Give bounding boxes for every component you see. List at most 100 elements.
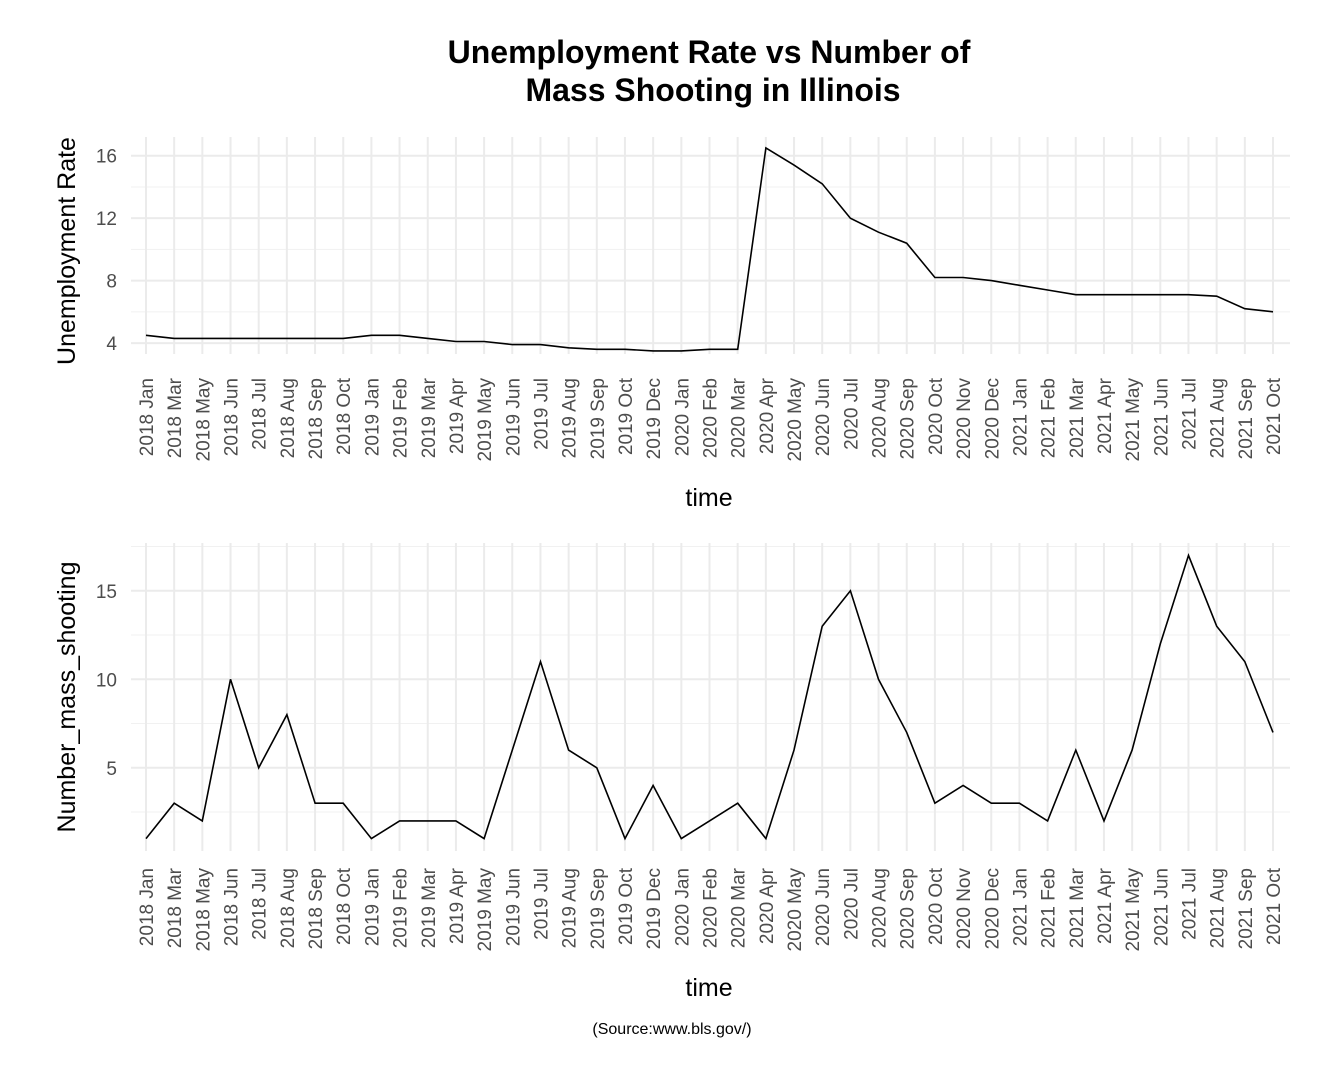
mass-shooting-x-tick-label: 2019 Oct xyxy=(616,867,637,945)
unemployment-x-tick-label: 2019 Mar xyxy=(419,377,440,458)
unemployment-x-tick-label: 2020 Sep xyxy=(898,378,919,459)
unemployment-x-tick-label: 2021 Jun xyxy=(1151,378,1172,456)
mass-shooting-x-tick-label: 2019 Feb xyxy=(391,868,412,948)
unemployment-x-tick-label: 2021 Jan xyxy=(1010,378,1031,456)
mass-shooting-x-tick-label: 2020 May xyxy=(785,868,806,952)
mass-shooting-x-axis-title: time xyxy=(685,974,732,1002)
source-caption: (Source:www.bls.gov/) xyxy=(592,1021,751,1038)
unemployment-x-tick-label: 2019 Feb xyxy=(391,378,412,458)
unemployment-x-tick-label: 2021 May xyxy=(1123,378,1144,462)
unemployment-y-tick-label: 12 xyxy=(96,209,117,230)
unemployment-y-ticks: 4 8 12 16 xyxy=(96,147,118,355)
unemployment-x-tick-label: 2020 Feb xyxy=(701,378,722,458)
mass-shooting-x-tick-label: 2019 Jan xyxy=(362,868,383,946)
mass-shooting-x-tick-label: 2021 Feb xyxy=(1039,868,1060,948)
mass-shooting-x-tick-label: 2020 Mar xyxy=(729,867,750,948)
chart-title-line-1: Unemployment Rate vs Number of xyxy=(448,34,971,70)
mass-shooting-x-tick-label: 2019 Apr xyxy=(447,867,468,944)
unemployment-x-tick-label: 2018 May xyxy=(193,378,214,462)
mass-shooting-x-tick-label: 2019 Dec xyxy=(644,868,665,949)
mass-shooting-y-ticks: 5 10 15 xyxy=(96,582,117,780)
unemployment-x-tick-label: 2018 Jul xyxy=(250,378,271,450)
unemployment-x-tick-label: 2020 Oct xyxy=(926,377,947,455)
mass-shooting-x-tick-label: 2018 Aug xyxy=(278,868,299,948)
mass-shooting-x-ticks: 2018 Jan 2018 Mar 2018 May 2018 Jun 2018 Jul… xyxy=(137,867,1285,951)
unemployment-x-tick-label: 2019 Oct xyxy=(616,377,637,455)
unemployment-x-tick-label: 2019 Apr xyxy=(447,377,468,454)
unemployment-x-tick-label: 2021 Jul xyxy=(1180,378,1201,450)
unemployment-x-tick-label: 2020 Jan xyxy=(672,378,693,456)
mass-shooting-x-tick-label: 2021 Apr xyxy=(1095,867,1116,944)
mass-shooting-x-tick-label: 2018 Jan xyxy=(137,868,158,946)
mass-shooting-y-tick-label: 15 xyxy=(96,582,117,603)
unemployment-x-axis-title: time xyxy=(685,484,732,512)
unemployment-grid xyxy=(131,137,1290,354)
mass-shooting-x-tick-label: 2021 Jul xyxy=(1180,868,1201,940)
mass-shooting-x-tick-label: 2019 Sep xyxy=(588,868,609,949)
unemployment-x-tick-label: 2020 May xyxy=(785,378,806,462)
mass-shooting-x-tick-label: 2020 Dec xyxy=(982,868,1003,949)
mass-shooting-x-tick-label: 2018 Jul xyxy=(250,868,271,940)
unemployment-x-ticks: 2018 Jan 2018 Mar 2018 May 2018 Jun 2018 Jul… xyxy=(137,377,1285,461)
unemployment-x-tick-label: 2020 Jun xyxy=(813,378,834,456)
unemployment-x-tick-label: 2020 Apr xyxy=(757,377,778,454)
unemployment-x-tick-label: 2021 Sep xyxy=(1236,378,1257,459)
mass-shooting-x-tick-label: 2020 Sep xyxy=(898,868,919,949)
mass-shooting-x-tick-label: 2019 Jul xyxy=(532,868,553,940)
mass-shooting-x-tick-label: 2021 Oct xyxy=(1264,867,1285,945)
unemployment-x-tick-label: 2018 Sep xyxy=(306,378,327,459)
unemployment-x-tick-label: 2020 Mar xyxy=(729,377,750,458)
unemployment-x-tick-label: 2019 Jan xyxy=(362,378,383,456)
mass-shooting-line xyxy=(145,553,1274,841)
unemployment-x-tick-label: 2021 Aug xyxy=(1208,378,1229,458)
unemployment-x-tick-label: 2019 Aug xyxy=(560,378,581,458)
unemployment-x-tick-label: 2021 Mar xyxy=(1067,377,1088,458)
mass-shooting-x-tick-label: 2021 Sep xyxy=(1236,868,1257,949)
unemployment-x-tick-label: 2020 Dec xyxy=(982,378,1003,459)
unemployment-x-tick-label: 2021 Apr xyxy=(1095,377,1116,454)
mass-shooting-x-tick-label: 2019 Jun xyxy=(503,868,524,946)
unemployment-x-tick-label: 2018 Mar xyxy=(165,377,186,458)
mass-shooting-x-tick-label: 2020 Jun xyxy=(813,868,834,946)
mass-shooting-x-tick-label: 2020 Aug xyxy=(870,868,891,948)
unemployment-y-tick-label: 8 xyxy=(106,272,117,293)
mass-shooting-x-tick-label: 2021 Mar xyxy=(1067,867,1088,948)
mass-shooting-x-tick-label: 2018 May xyxy=(193,868,214,952)
mass-shooting-y-axis-title: Number_mass_shooting xyxy=(53,562,81,833)
mass-shooting-x-tick-label: 2019 Mar xyxy=(419,867,440,948)
mass-shooting-x-tick-label: 2021 May xyxy=(1123,868,1144,952)
chart-title-line-2: Mass Shooting in Illinois xyxy=(525,72,900,108)
unemployment-x-tick-label: 2020 Jul xyxy=(841,378,862,450)
mass-shooting-x-tick-label: 2021 Aug xyxy=(1208,868,1229,948)
unemployment-y-tick-label: 16 xyxy=(96,147,117,168)
unemployment-x-tick-label: 2019 Sep xyxy=(588,378,609,459)
mass-shooting-x-tick-label: 2020 Oct xyxy=(926,867,947,945)
unemployment-y-tick-label: 4 xyxy=(106,334,117,355)
mass-shooting-x-tick-label: 2020 Apr xyxy=(757,867,778,944)
mass-shooting-x-tick-label: 2020 Jan xyxy=(672,868,693,946)
mass-shooting-x-tick-label: 2021 Jan xyxy=(1010,868,1031,946)
unemployment-x-tick-label: 2020 Aug xyxy=(870,378,891,458)
mass-shooting-x-tick-label: 2018 Oct xyxy=(334,867,355,945)
mass-shooting-x-tick-label: 2018 Mar xyxy=(165,867,186,948)
unemployment-rate-line xyxy=(145,146,1274,352)
mass-shooting-x-tick-label: 2021 Jun xyxy=(1151,868,1172,946)
unemployment-x-tick-label: 2019 May xyxy=(475,378,496,462)
unemployment-x-tick-label: 2018 Jan xyxy=(137,378,158,456)
unemployment-x-tick-label: 2018 Jun xyxy=(222,378,243,456)
mass-shooting-x-tick-label: 2018 Sep xyxy=(306,868,327,949)
unemployment-x-tick-label: 2020 Nov xyxy=(954,378,975,460)
unemployment-y-axis-title: Unemployment Rate xyxy=(53,137,81,365)
mass-shooting-x-tick-label: 2020 Nov xyxy=(954,868,975,950)
unemployment-x-tick-label: 2019 Dec xyxy=(644,378,665,459)
unemployment-x-tick-label: 2018 Aug xyxy=(278,378,299,458)
unemployment-x-tick-label: 2019 Jul xyxy=(532,378,553,450)
mass-shooting-x-tick-label: 2020 Jul xyxy=(841,868,862,940)
mass-shooting-y-tick-label: 5 xyxy=(106,759,117,780)
mass-shooting-x-tick-label: 2020 Feb xyxy=(701,868,722,948)
unemployment-x-tick-label: 2018 Oct xyxy=(334,377,355,455)
unemployment-x-tick-label: 2019 Jun xyxy=(503,378,524,456)
